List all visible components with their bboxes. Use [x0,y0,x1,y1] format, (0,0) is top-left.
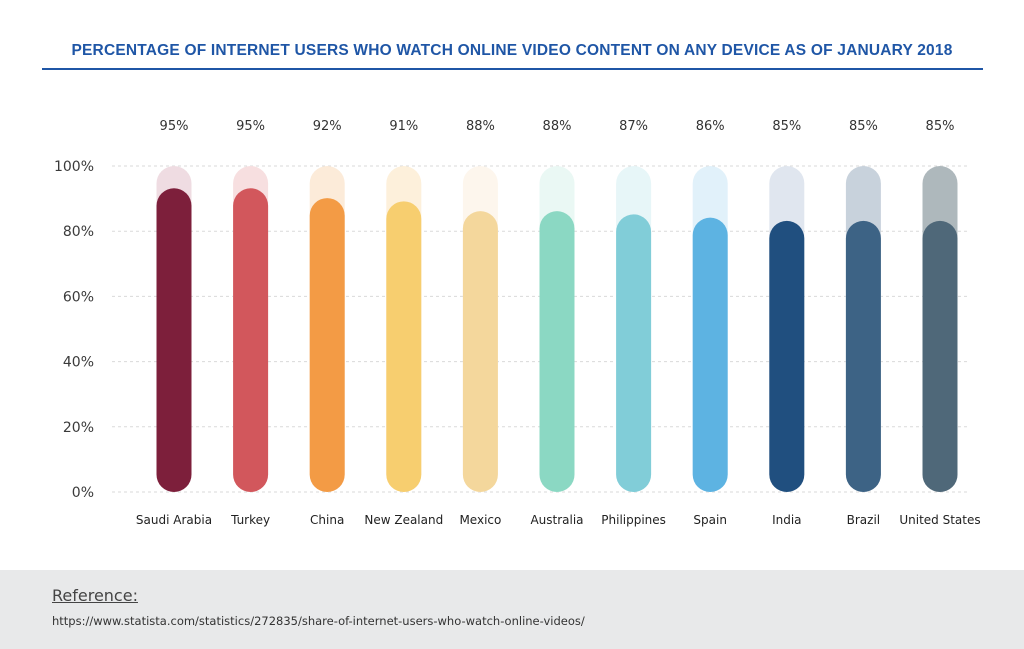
category-label: Turkey [230,513,270,527]
bar [769,220,805,492]
category-label: Saudi Arabia [136,513,212,527]
category-label: Spain [693,513,727,527]
bar [616,214,652,492]
bar [692,217,728,492]
value-label: 86% [696,119,725,134]
y-tick-label: 60% [63,289,94,305]
reference-heading: Reference: [52,586,138,605]
value-label: 87% [619,119,648,134]
value-labels: 95% 95% 92% 91% 88% 88% 87% 86% 85% 85% 85% [160,119,955,134]
category-label: China [310,513,344,527]
reference-footer [0,570,1024,649]
y-tick-label: 20% [63,420,94,436]
y-tick-label: 0% [72,485,94,501]
y-tick-label: 40% [63,355,94,371]
value-label: 85% [926,119,955,134]
bar [539,211,575,492]
y-tick-label: 100% [54,159,94,175]
value-label: 91% [389,119,418,134]
bar [156,188,192,493]
value-label: 92% [313,119,342,134]
bar [386,201,422,492]
chart-title: PERCENTAGE OF INTERNET USERS WHO WATCH O… [71,42,953,59]
bars [156,166,958,493]
value-label: 95% [160,119,189,134]
value-label: 88% [466,119,495,134]
category-label: New Zealand [364,513,443,527]
bar [233,188,269,493]
category-label: Australia [530,513,583,527]
bar [462,211,498,492]
y-tick-label: 80% [63,224,94,240]
category-label: Brazil [847,513,881,527]
category-label: India [772,513,801,527]
category-labels: Saudi Arabia Turkey China New Zealand Mexico… [136,513,981,527]
category-label: Mexico [459,513,501,527]
category-label: Philippines [601,513,666,527]
value-label: 85% [772,119,801,134]
bar [309,198,345,492]
value-label: 95% [236,119,265,134]
title-underline [42,68,983,70]
category-label: United States [899,513,980,527]
y-axis-ticks: 100% 80% 60% 40% 20% 0% [54,159,94,501]
value-label: 85% [849,119,878,134]
value-label: 88% [543,119,572,134]
bar-chart: 100% 80% 60% 40% 20% 0% 95% 95% 92% 91% 88% 88% 87%… [54,119,981,527]
reference-url[interactable]: https://www.statista.com/statistics/2728… [52,614,585,628]
bar [922,220,958,492]
bar [845,220,881,492]
